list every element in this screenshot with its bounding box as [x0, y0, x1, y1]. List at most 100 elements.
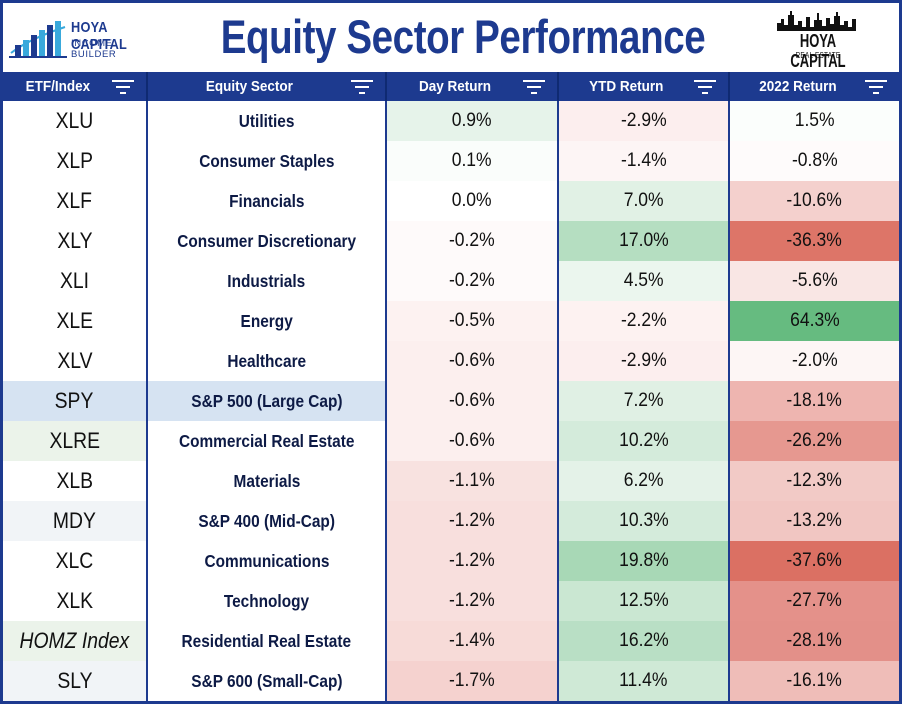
sector-name-cell-text: Energy — [240, 310, 293, 331]
return-2022-cell: -2.0% — [729, 341, 899, 381]
return-2022-cell: -0.8% — [729, 141, 899, 181]
filter-icon[interactable] — [694, 80, 716, 94]
right-logo-line2: REAL ESTATE — [795, 51, 841, 60]
ytd-return-cell: 10.2% — [558, 421, 730, 461]
sector-name-cell: Technology — [147, 581, 387, 621]
filter-icon[interactable] — [112, 80, 134, 94]
ytd-return-cell-text: 7.2% — [623, 390, 664, 411]
column-header-label: YTD Return — [589, 78, 664, 95]
table-row: XLF Financials 0.0% 7.0% -10.6% — [3, 181, 899, 221]
day-return-cell-text: -0.6% — [449, 390, 495, 411]
day-return-cell: -0.2% — [386, 221, 559, 261]
sector-name-cell: S&P 400 (Mid-Cap) — [147, 501, 387, 541]
sector-name-cell-text: Utilities — [238, 110, 295, 131]
ytd-return-cell: 4.5% — [558, 261, 730, 301]
ytd-return-cell-text: 12.5% — [618, 590, 669, 611]
table-row: XLRE Commercial Real Estate -0.6% 10.2% -26.… — [3, 421, 899, 461]
return-2022-cell: -18.1% — [729, 381, 899, 421]
day-return-cell: -0.5% — [386, 301, 559, 341]
ytd-return-cell-text: 17.0% — [618, 230, 669, 251]
ytd-return-cell: 7.2% — [558, 381, 730, 421]
header: HOYA CAPITAL INCOME BUILDER Equity Secto… — [3, 3, 899, 71]
table-header-row: ETF/Index Equity Sector Day Return YTD R… — [3, 72, 899, 101]
etf-ticker-cell-text: XLRE — [49, 428, 100, 453]
ytd-return-cell: 7.0% — [558, 181, 730, 221]
sector-name-cell-text: S&P 600 (Small-Cap) — [190, 670, 343, 691]
ytd-return-cell: 10.3% — [558, 501, 730, 541]
day-return-cell-text: -0.6% — [449, 350, 495, 371]
etf-ticker-cell: XLU — [3, 101, 148, 141]
filter-icon[interactable] — [351, 80, 373, 94]
day-return-cell: -1.7% — [386, 661, 559, 701]
day-return-cell: -1.2% — [386, 581, 559, 621]
column-header-etf[interactable]: ETF/Index — [3, 72, 148, 101]
sector-name-cell: Utilities — [147, 101, 387, 141]
ytd-return-cell: 16.2% — [558, 621, 730, 661]
column-header-2022-return[interactable]: 2022 Return — [729, 72, 899, 101]
left-logo-line1: HOYA CAPITAL — [71, 19, 128, 53]
table-row: XLK Technology -1.2% 12.5% -27.7% — [3, 581, 899, 621]
return-2022-cell-text: 1.5% — [794, 110, 835, 131]
sector-name-cell-text: S&P 400 (Mid-Cap) — [198, 510, 335, 531]
sector-name-cell: Materials — [147, 461, 387, 501]
filter-icon[interactable] — [865, 80, 887, 94]
return-2022-cell-text: -10.6% — [786, 190, 843, 211]
ytd-return-cell-text: 6.2% — [623, 470, 664, 491]
etf-ticker-cell-text: XLP — [56, 148, 93, 173]
etf-ticker-cell-text: SPY — [55, 388, 94, 413]
etf-ticker-cell: XLV — [3, 341, 148, 381]
sector-name-cell: Consumer Discretionary — [147, 221, 387, 261]
table-row: XLE Energy -0.5% -2.2% 64.3% — [3, 301, 899, 341]
etf-ticker-cell-text: XLC — [55, 548, 94, 573]
sector-name-cell: Communications — [147, 541, 387, 581]
etf-ticker-cell: XLK — [3, 581, 148, 621]
return-2022-cell: -37.6% — [729, 541, 899, 581]
etf-ticker-cell: XLC — [3, 541, 148, 581]
etf-ticker-cell: XLF — [3, 181, 148, 221]
etf-ticker-cell-text: XLI — [59, 268, 90, 293]
etf-ticker-cell-text: HOMZ Index — [19, 628, 130, 653]
ytd-return-cell-text: 4.5% — [623, 270, 664, 291]
sector-name-cell-text: Commercial Real Estate — [178, 430, 355, 451]
filter-icon[interactable] — [523, 80, 545, 94]
column-header-label: Equity Sector — [205, 78, 294, 95]
return-2022-cell-text: -2.0% — [791, 350, 838, 371]
column-header-ytd-return[interactable]: YTD Return — [558, 72, 730, 101]
sector-name-cell: Healthcare — [147, 341, 387, 381]
hoya-capital-real-estate-logo: HOYA CAPITAL REAL ESTATE — [773, 9, 863, 71]
return-2022-cell-text: -16.1% — [786, 670, 843, 691]
sector-name-cell: Industrials — [147, 261, 387, 301]
sector-name-cell: Consumer Staples — [147, 141, 387, 181]
etf-ticker-cell-text: XLV — [56, 348, 93, 373]
ytd-return-cell-text: 19.8% — [618, 550, 669, 571]
column-header-day-return[interactable]: Day Return — [386, 72, 559, 101]
return-2022-cell-text: -12.3% — [786, 470, 843, 491]
return-2022-cell-text: 64.3% — [789, 310, 840, 331]
day-return-cell-text: -1.4% — [449, 630, 495, 651]
table-row: XLP Consumer Staples 0.1% -1.4% -0.8% — [3, 141, 899, 181]
left-logo-line2: INCOME BUILDER — [71, 38, 117, 60]
etf-ticker-cell-text: XLY — [56, 228, 93, 253]
table-row: XLV Healthcare -0.6% -2.9% -2.0% — [3, 341, 899, 381]
hoya-capital-income-builder-logo: HOYA CAPITAL INCOME BUILDER — [9, 13, 159, 61]
return-2022-cell-text: -37.6% — [786, 550, 843, 571]
column-header-label: 2022 Return — [758, 78, 837, 95]
etf-ticker-cell: MDY — [3, 501, 148, 541]
sector-name-cell-text: Consumer Discretionary — [177, 230, 356, 251]
return-2022-cell-text: -13.2% — [786, 510, 843, 531]
day-return-cell-text: -0.6% — [449, 430, 495, 451]
sector-name-cell-text: S&P 500 (Large Cap) — [190, 390, 343, 411]
column-header-sector[interactable]: Equity Sector — [147, 72, 387, 101]
day-return-cell: -1.2% — [386, 501, 559, 541]
day-return-cell: -1.4% — [386, 621, 559, 661]
ytd-return-cell: 17.0% — [558, 221, 730, 261]
etf-ticker-cell: SPY — [3, 381, 148, 421]
table-row: XLI Industrials -0.2% 4.5% -5.6% — [3, 261, 899, 301]
etf-ticker-cell: XLRE — [3, 421, 148, 461]
day-return-cell: -0.6% — [386, 341, 559, 381]
sector-name-cell-text: Technology — [223, 590, 310, 611]
day-return-cell-text: -1.1% — [449, 470, 495, 491]
etf-ticker-cell: XLI — [3, 261, 148, 301]
sector-name-cell-text: Communications — [204, 550, 329, 571]
sector-name-cell-text: Healthcare — [227, 350, 306, 371]
